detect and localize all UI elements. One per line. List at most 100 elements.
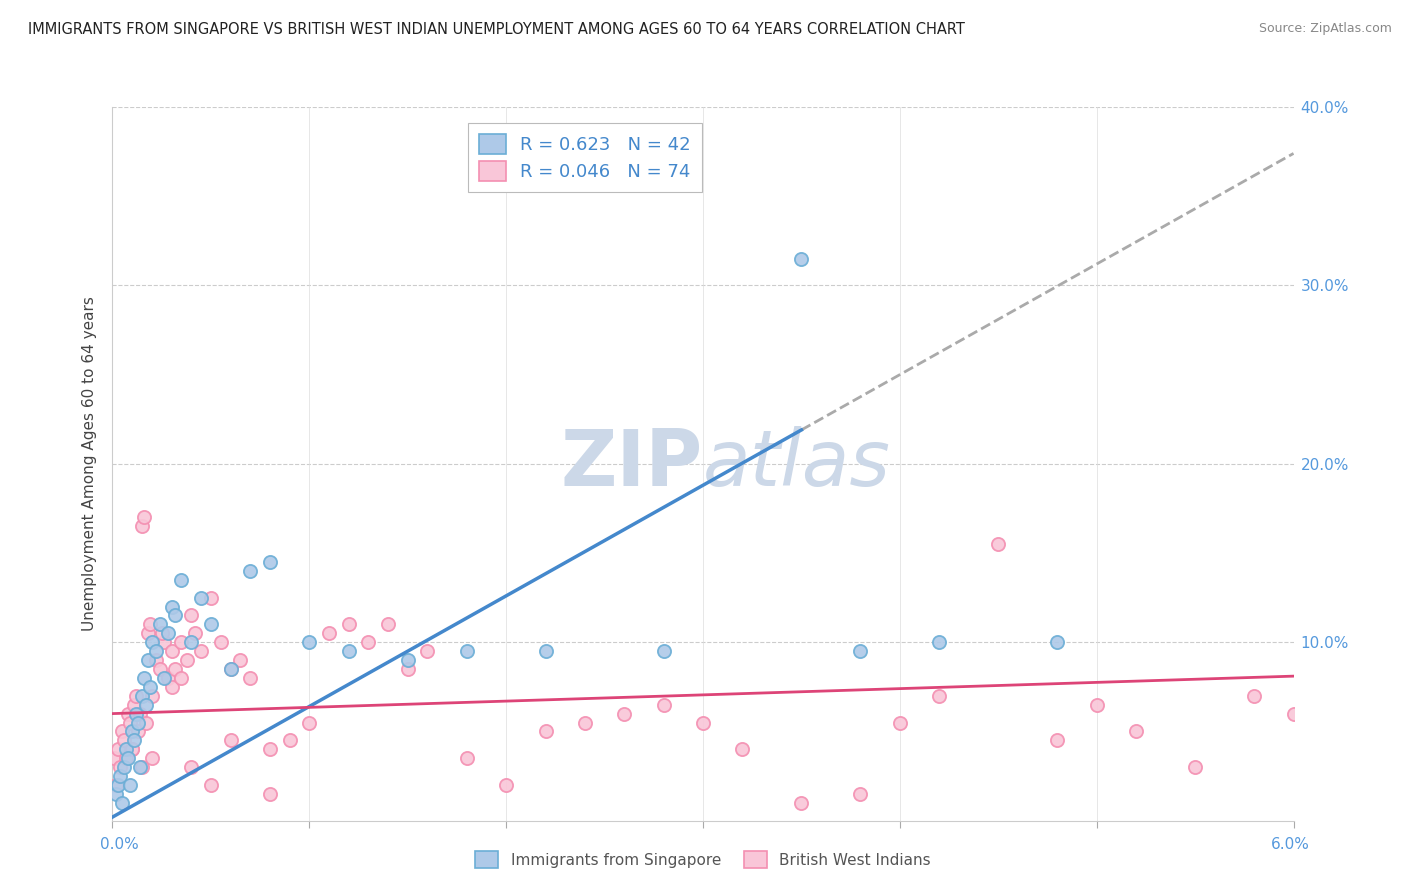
Point — [131, 760, 153, 774]
Point — [790, 252, 813, 266]
Point — [1184, 760, 1206, 774]
Point — [111, 724, 134, 739]
Text: ZIP: ZIP — [561, 425, 703, 502]
Point — [120, 778, 142, 792]
Point — [112, 760, 135, 774]
Point — [107, 742, 129, 756]
Point — [105, 787, 128, 801]
Point — [105, 778, 128, 792]
Y-axis label: Unemployment Among Ages 60 to 64 years: Unemployment Among Ages 60 to 64 years — [82, 296, 97, 632]
Point — [149, 617, 172, 632]
Point — [170, 573, 193, 587]
Point — [131, 689, 153, 703]
Point — [396, 662, 419, 676]
Point — [184, 626, 207, 640]
Point — [122, 733, 145, 747]
Point — [259, 787, 281, 801]
Point — [180, 760, 202, 774]
Point — [111, 796, 134, 810]
Point — [156, 626, 179, 640]
Point — [160, 644, 183, 658]
Point — [139, 617, 162, 632]
Point — [259, 555, 281, 569]
Point — [219, 662, 242, 676]
Point — [259, 742, 281, 756]
Point — [200, 778, 222, 792]
Point — [987, 537, 1010, 551]
Point — [132, 510, 155, 524]
Text: Source: ZipAtlas.com: Source: ZipAtlas.com — [1258, 22, 1392, 36]
Text: IMMIGRANTS FROM SINGAPORE VS BRITISH WEST INDIAN UNEMPLOYMENT AMONG AGES 60 TO 6: IMMIGRANTS FROM SINGAPORE VS BRITISH WES… — [28, 22, 965, 37]
Point — [889, 715, 911, 730]
Point — [125, 706, 148, 721]
Point — [849, 644, 872, 658]
Point — [107, 778, 129, 792]
Point — [200, 591, 222, 605]
Point — [145, 644, 167, 658]
Point — [117, 751, 139, 765]
Point — [103, 751, 125, 765]
Point — [337, 644, 360, 658]
Point — [337, 617, 360, 632]
Point — [219, 662, 242, 676]
Point — [115, 742, 138, 756]
Point — [129, 706, 152, 721]
Point — [377, 617, 399, 632]
Point — [180, 635, 202, 649]
Point — [129, 760, 152, 774]
Point — [127, 715, 149, 730]
Point — [121, 742, 143, 756]
Point — [239, 671, 262, 685]
Point — [928, 635, 950, 649]
Point — [456, 751, 478, 765]
Point — [190, 644, 212, 658]
Point — [165, 608, 187, 623]
Point — [122, 698, 145, 712]
Point — [176, 653, 198, 667]
Point — [495, 778, 517, 792]
Point — [278, 733, 301, 747]
Point — [110, 769, 132, 783]
Point — [190, 591, 212, 605]
Point — [298, 715, 321, 730]
Point — [652, 644, 675, 658]
Point — [396, 653, 419, 667]
Point — [110, 760, 132, 774]
Point — [1125, 724, 1147, 739]
Point — [121, 724, 143, 739]
Point — [200, 617, 222, 632]
Point — [112, 733, 135, 747]
Point — [145, 653, 167, 667]
Point — [790, 796, 813, 810]
Point — [318, 626, 340, 640]
Point — [652, 698, 675, 712]
Point — [1282, 706, 1305, 721]
Point — [180, 608, 202, 623]
Point — [1046, 733, 1069, 747]
Point — [849, 787, 872, 801]
Point — [170, 671, 193, 685]
Point — [298, 635, 321, 649]
Point — [416, 644, 439, 658]
Point — [117, 706, 139, 721]
Point — [613, 706, 636, 721]
Point — [731, 742, 754, 756]
Point — [150, 626, 173, 640]
Point — [160, 680, 183, 694]
Point — [149, 662, 172, 676]
Point — [357, 635, 380, 649]
Point — [1046, 635, 1069, 649]
Point — [239, 564, 262, 578]
Point — [209, 635, 232, 649]
Point — [135, 698, 157, 712]
Point — [135, 715, 157, 730]
Point — [156, 671, 179, 685]
Point — [1085, 698, 1108, 712]
Point — [928, 689, 950, 703]
Point — [229, 653, 252, 667]
Point — [219, 733, 242, 747]
Point — [574, 715, 596, 730]
Point — [160, 599, 183, 614]
Point — [692, 715, 714, 730]
Point — [139, 680, 162, 694]
